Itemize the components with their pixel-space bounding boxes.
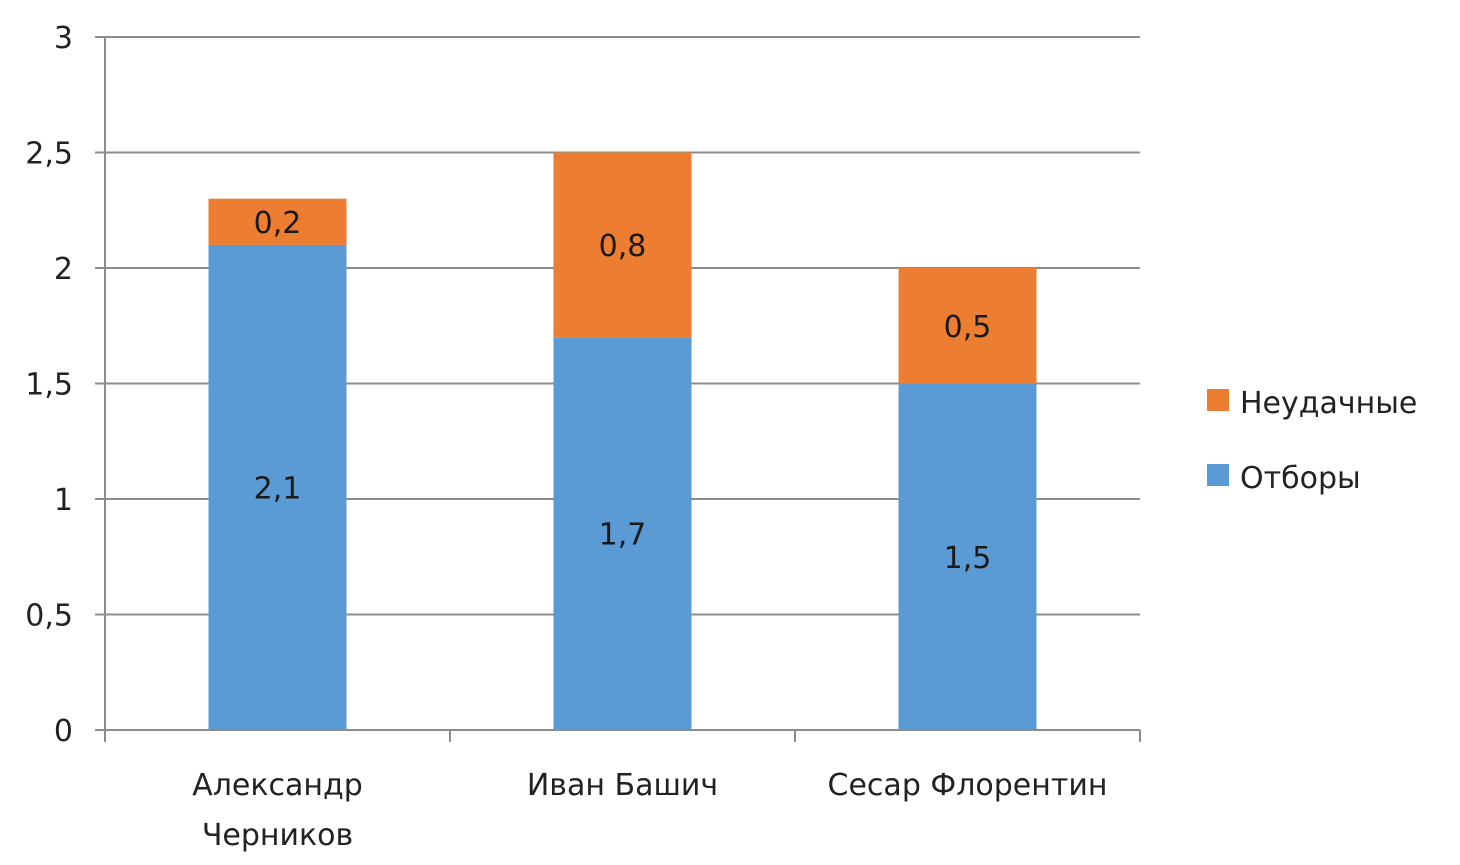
data-label: 1,5 xyxy=(944,541,992,576)
legend-swatch xyxy=(1207,389,1229,411)
legend: Неудачные Отборы xyxy=(1207,386,1417,496)
data-label: 0,8 xyxy=(599,229,647,264)
legend-swatch xyxy=(1207,464,1229,486)
x-category-label: Иван Башич xyxy=(527,768,718,803)
data-label: 1,7 xyxy=(599,518,647,553)
data-label: 2,1 xyxy=(254,471,302,506)
bar-segment xyxy=(208,244,347,730)
axes xyxy=(95,36,1141,742)
y-tick-label: 2,5 xyxy=(25,137,73,172)
bars xyxy=(208,152,1037,730)
y-tick-label: 1,5 xyxy=(25,368,73,403)
bar-segment xyxy=(898,268,1037,384)
bar-segment xyxy=(898,383,1037,730)
x-category-label: Сесар Флорентин xyxy=(828,768,1108,803)
y-tick-label: 3 xyxy=(54,21,73,56)
y-tick-label: 1 xyxy=(54,483,73,518)
bar-segment xyxy=(208,198,347,245)
data-label: 0,2 xyxy=(254,206,302,241)
bar-segment xyxy=(553,152,692,338)
y-tick-label: 0,5 xyxy=(25,599,73,634)
y-tick-labels: 0 0,5 1 1,5 2 2,5 3 xyxy=(25,21,73,749)
y-tick-label: 2 xyxy=(54,252,73,287)
legend-label: Неудачные xyxy=(1240,386,1417,421)
y-tick-label: 0 xyxy=(54,714,73,749)
data-labels: 2,1 0,2 1,7 0,8 1,5 0,5 xyxy=(254,206,992,576)
legend-label: Отборы xyxy=(1240,461,1361,496)
data-label: 0,5 xyxy=(944,310,992,345)
x-tick-labels: Александр Черников Иван Башич Сесар Флорент… xyxy=(192,768,1107,853)
x-category-label: Черников xyxy=(202,818,353,853)
bar-segment xyxy=(553,337,692,730)
x-category-label: Александр xyxy=(192,768,363,803)
